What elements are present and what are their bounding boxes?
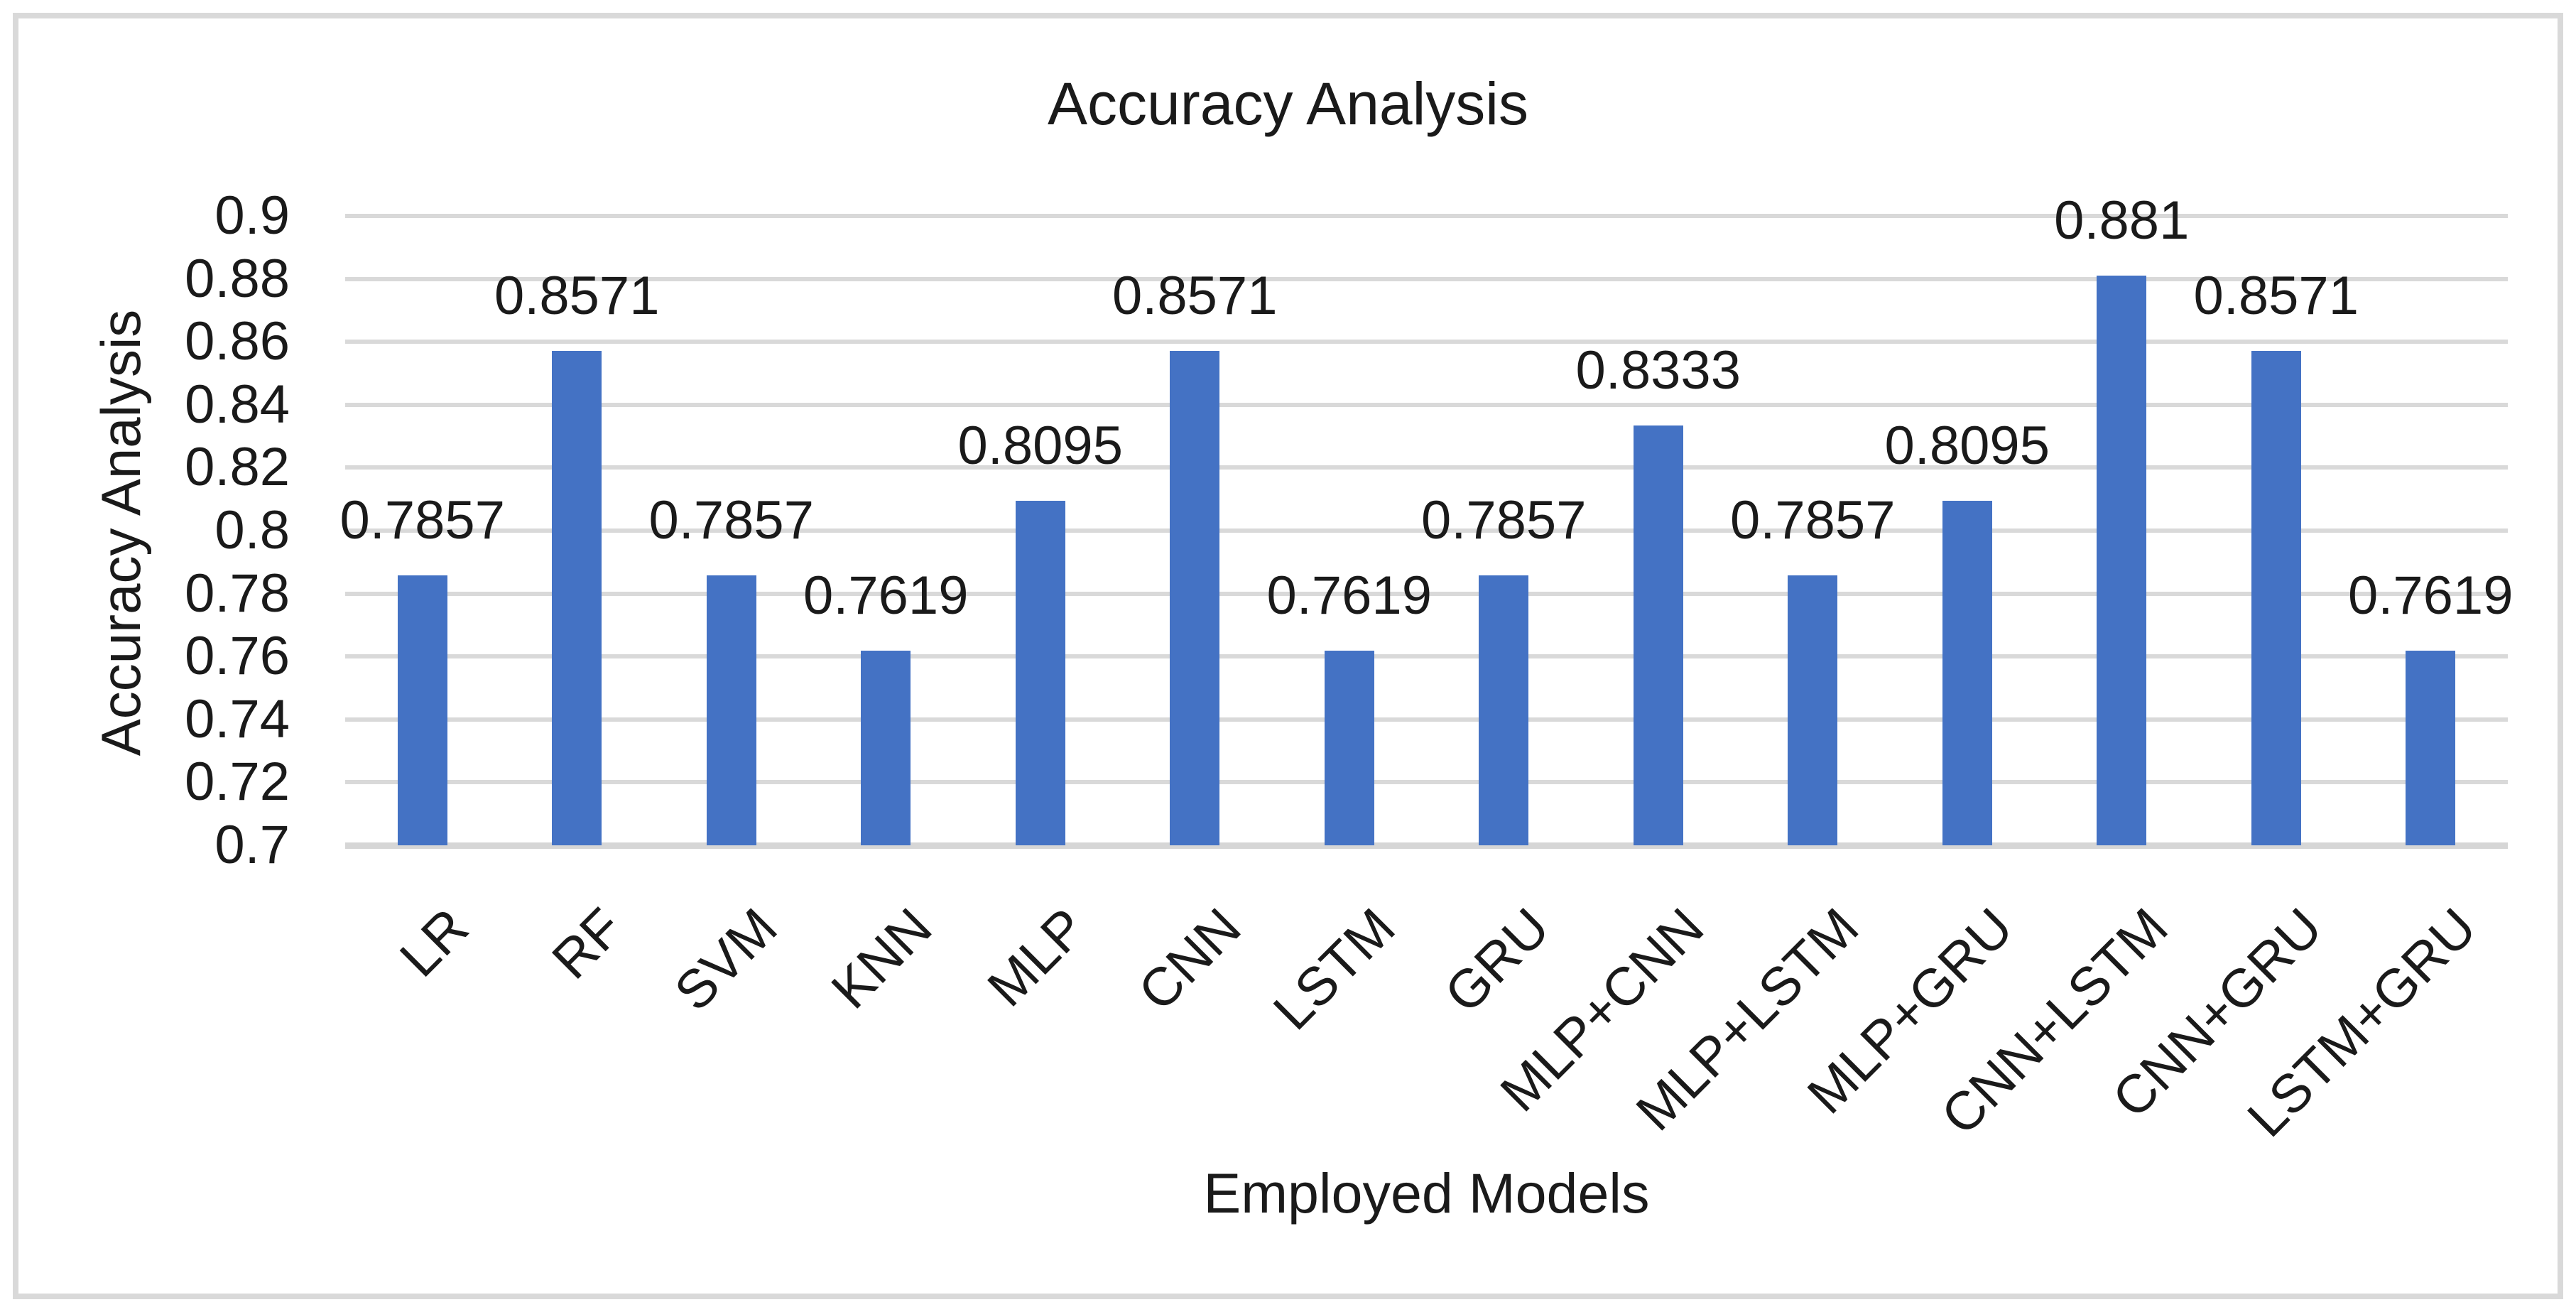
bar: [1015, 500, 1065, 845]
x-category-label: LR: [388, 896, 480, 989]
x-category-label: CNN: [1126, 896, 1253, 1023]
chart-title: Accuracy Analysis: [1048, 70, 1528, 137]
bar: [2406, 650, 2456, 845]
gridline: [345, 717, 2508, 722]
gridline: [345, 528, 2508, 533]
y-tick-label: 0.9: [214, 185, 290, 246]
x-axis-title: Employed Models: [1203, 1161, 1650, 1225]
x-category-label: GRU: [1433, 896, 1562, 1025]
gridline: [345, 591, 2508, 596]
bar-value-label: 0.7857: [1421, 490, 1587, 551]
bar-value-label: 0.7857: [339, 490, 505, 551]
gridline: [345, 214, 2508, 218]
x-category-label: KNN: [820, 896, 944, 1021]
y-tick-label: 0.84: [185, 374, 290, 435]
gridline: [345, 780, 2508, 785]
y-tick-label: 0.7: [214, 815, 290, 875]
bar: [1942, 500, 1992, 845]
bar: [706, 575, 756, 845]
gridline: [345, 276, 2508, 281]
y-tick-label: 0.8: [214, 500, 290, 560]
bar: [397, 575, 447, 845]
x-category-label: SVM: [663, 896, 789, 1023]
y-tick-label: 0.72: [185, 752, 290, 813]
y-tick-label: 0.76: [185, 626, 290, 687]
bar: [1324, 650, 1374, 845]
bar: [1479, 575, 1529, 845]
y-tick-label: 0.88: [185, 248, 290, 309]
bar-value-label: 0.8571: [1112, 266, 1278, 327]
chart-border: [13, 13, 2563, 1299]
bar: [861, 650, 911, 845]
bar-value-label: 0.8571: [2193, 266, 2359, 327]
bar-value-label: 0.7857: [1730, 490, 1896, 551]
bar: [1170, 351, 1220, 845]
bar: [1633, 425, 1683, 845]
y-tick-label: 0.78: [185, 563, 290, 624]
bar: [552, 351, 602, 845]
bar-value-label: 0.7619: [1266, 565, 1432, 626]
bar-value-label: 0.7857: [648, 490, 814, 551]
y-tick-label: 0.74: [185, 688, 290, 749]
gridline: [345, 340, 2508, 345]
gridline: [345, 654, 2508, 659]
x-category-label: LSTM: [1262, 896, 1407, 1042]
bar-value-label: 0.881: [2054, 190, 2190, 251]
y-tick-label: 0.86: [185, 311, 290, 372]
bar: [2251, 351, 2301, 845]
bar-value-label: 0.8095: [957, 415, 1123, 476]
x-category-label: RF: [540, 896, 635, 991]
gridline: [345, 465, 2508, 470]
bar-value-label: 0.8571: [494, 266, 660, 327]
y-tick-label: 0.82: [185, 437, 290, 498]
bar-value-label: 0.7619: [803, 565, 969, 626]
gridline: [345, 402, 2508, 407]
x-axis-line: [345, 842, 2508, 849]
bar-value-label: 0.8095: [1884, 415, 2050, 476]
bar-value-label: 0.7619: [2348, 565, 2513, 626]
bar: [1788, 575, 1838, 845]
bar-value-label: 0.8333: [1575, 340, 1741, 401]
x-category-label: MLP: [976, 896, 1098, 1019]
bar: [2097, 276, 2147, 845]
